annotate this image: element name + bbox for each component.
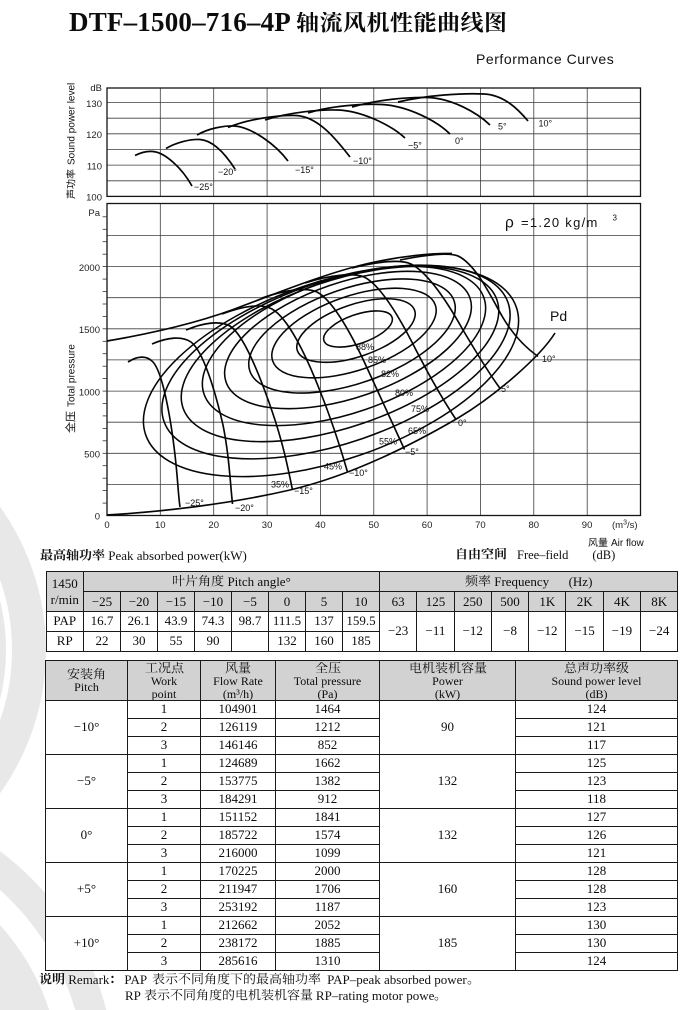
svg-text:10°: 10°: [542, 354, 556, 364]
svg-text:30: 30: [262, 520, 273, 531]
svg-text:−5°: −5°: [405, 447, 419, 457]
svg-text:−15°: −15°: [294, 486, 313, 496]
svg-text:80: 80: [529, 520, 540, 531]
svg-text:−25°: −25°: [185, 498, 204, 508]
svg-text:2000: 2000: [79, 263, 100, 274]
svg-text:100: 100: [86, 193, 102, 204]
svg-text:1500: 1500: [79, 325, 100, 336]
svg-text:120: 120: [86, 130, 102, 141]
svg-text:110: 110: [87, 161, 102, 172]
svg-text:−20°: −20°: [218, 167, 237, 177]
svg-text:1000: 1000: [79, 387, 100, 398]
svg-text:500: 500: [84, 450, 100, 461]
svg-text:35%: 35%: [271, 480, 289, 490]
svg-text:75%: 75%: [411, 404, 429, 414]
svg-text:ρ: ρ: [505, 215, 514, 232]
svg-text:20: 20: [208, 520, 219, 531]
svg-text:0°: 0°: [458, 418, 467, 428]
svg-text:82%: 82%: [381, 369, 399, 379]
svg-text:88%: 88%: [356, 342, 374, 352]
svg-text:90: 90: [582, 520, 593, 531]
svg-text:40: 40: [315, 520, 326, 531]
svg-text:−10°: −10°: [349, 468, 368, 478]
svg-text:Total pressure: Total pressure: [67, 344, 78, 407]
svg-text:dB: dB: [90, 83, 102, 94]
svg-text:5°: 5°: [498, 122, 507, 132]
svg-text:Pa: Pa: [88, 208, 100, 219]
svg-text:85%: 85%: [368, 355, 386, 365]
svg-text:−20°: −20°: [235, 503, 254, 513]
svg-text:55%: 55%: [379, 437, 397, 447]
svg-text:80%: 80%: [395, 388, 413, 398]
svg-text:10°: 10°: [539, 119, 553, 129]
svg-text:130: 130: [86, 99, 102, 110]
svg-text:(m3/s): (m3/s): [612, 520, 638, 532]
svg-text:70: 70: [475, 520, 486, 531]
svg-text:−25°: −25°: [194, 182, 213, 192]
svg-text:0: 0: [95, 512, 100, 523]
svg-text:Air flow: Air flow: [611, 538, 645, 549]
svg-text:3: 3: [613, 214, 618, 223]
svg-text:65%: 65%: [408, 426, 426, 436]
svg-text:10: 10: [155, 520, 166, 531]
svg-text:5°: 5°: [501, 384, 510, 394]
svg-text:−10°: −10°: [353, 156, 372, 166]
svg-text:0°: 0°: [455, 136, 464, 146]
svg-text:=1.20 kg/m: =1.20 kg/m: [521, 215, 599, 230]
svg-text:Pd: Pd: [550, 308, 567, 324]
svg-text:−15°: −15°: [295, 165, 314, 175]
svg-text:60: 60: [422, 520, 433, 531]
svg-text:−5°: −5°: [408, 141, 422, 151]
svg-text:50: 50: [369, 520, 380, 531]
svg-text:0: 0: [104, 520, 109, 531]
svg-text:Sound power level: Sound power level: [67, 83, 78, 165]
svg-text:45%: 45%: [324, 462, 342, 472]
